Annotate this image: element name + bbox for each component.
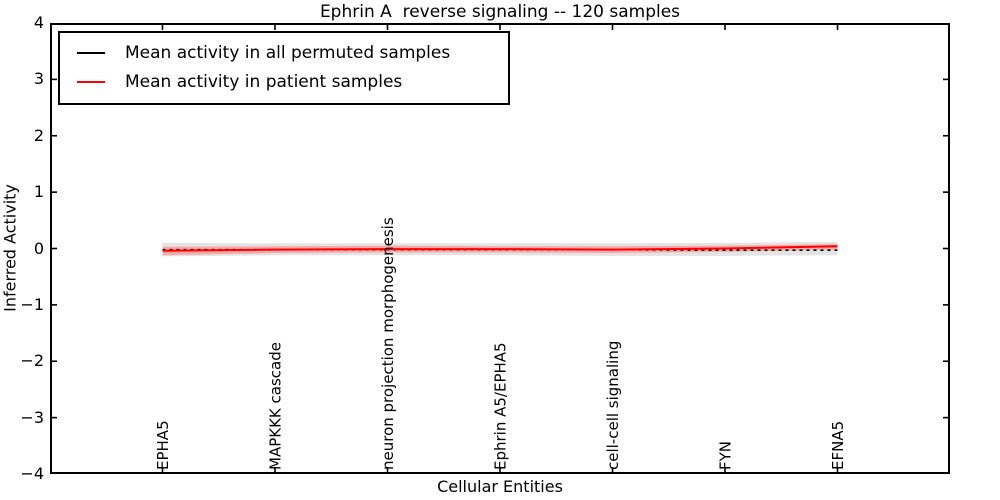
x-tick-label: cell-cell signaling: [604, 341, 622, 470]
legend-line-swatch-black: [77, 51, 105, 54]
x-tick-label: FYN: [717, 441, 735, 470]
x-axis-label: Cellular Entities: [437, 477, 563, 496]
y-tick-label: 4: [33, 13, 44, 32]
y-tick-label: 2: [33, 125, 44, 145]
chart-title: Ephrin A reverse signaling -- 120 sample…: [319, 2, 681, 22]
x-tick-label: MAPKKK cascade: [267, 342, 285, 470]
legend: Mean activity in all permuted samples Me…: [58, 31, 510, 105]
legend-item-permuted: Mean activity in all permuted samples: [77, 38, 508, 67]
x-tick-label: EPHA5: [154, 420, 172, 470]
plot-svg: EPHA5 MAPKKK cascade neuron projection mor…: [50, 23, 950, 474]
plot-frame: [50, 23, 950, 474]
plot-area: EPHA5 MAPKKK cascade neuron projection mor…: [50, 23, 950, 474]
y-tick-label: −3: [20, 407, 44, 427]
x-tick-label: EFNA5: [829, 421, 847, 470]
legend-label: Mean activity in patient samples: [125, 71, 403, 92]
y-tick-label: 1: [33, 182, 44, 202]
y-tick-label: −2: [20, 351, 44, 371]
y-tick-label: −4: [20, 464, 44, 483]
x-tick-label: neuron projection morphogenesis: [379, 217, 397, 470]
y-tick-label: −1: [20, 294, 44, 314]
y-tick-label: 3: [33, 69, 44, 89]
x-tick-label: Ephrin A5/EPHA5: [492, 342, 510, 470]
series-line: [162, 245, 838, 252]
legend-label: Mean activity in all permuted samples: [125, 42, 451, 63]
legend-item-patient: Mean activity in patient samples: [77, 67, 508, 96]
y-tick-label: 0: [33, 238, 44, 258]
legend-line-swatch-red: [77, 80, 105, 83]
